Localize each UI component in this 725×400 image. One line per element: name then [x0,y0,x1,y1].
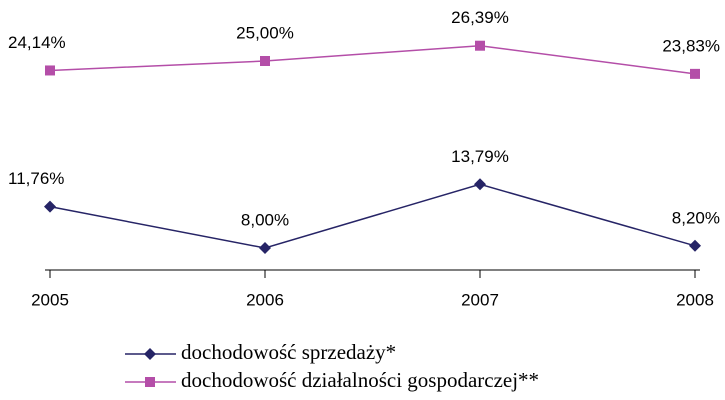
marker [259,242,271,254]
x-tick-label: 2008 [676,290,714,309]
data-label: 23,83% [662,36,720,55]
x-tick-label: 2006 [246,290,284,309]
data-label: 24,14% [8,33,66,52]
marker [475,40,485,51]
legend-label: dochodowość sprzedaży* [181,340,396,364]
series-line [49,183,696,249]
marker [45,65,55,76]
marker [689,239,701,252]
data-label: 13,79% [451,147,509,166]
data-label: 25,00% [236,23,294,42]
legend-label: dochodowość działalności gospodarczej** [181,368,539,392]
marker [44,200,56,213]
legend-marker [145,377,155,387]
data-label: 8,00% [241,210,289,229]
x-tick-label: 2005 [31,290,69,309]
data-label: 8,20% [672,208,720,227]
data-label: 11,76% [8,169,64,188]
data-label: 26,39% [451,8,509,27]
x-tick-label: 2007 [461,290,499,309]
legend-marker [144,348,156,360]
series-line [49,44,696,75]
marker [690,68,700,79]
marker [474,178,486,191]
marker [260,56,270,66]
